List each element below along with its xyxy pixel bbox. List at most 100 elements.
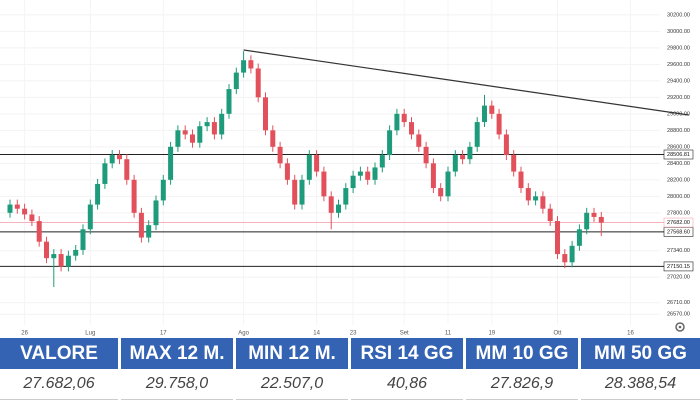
x-tick-label: Set: [400, 331, 409, 337]
candle-body: [51, 254, 57, 259]
y-tick-label: 29800.00: [667, 45, 690, 51]
candle-body: [117, 155, 122, 160]
x-tick-label: 14: [313, 331, 320, 337]
candle-body: [438, 188, 444, 197]
chart: 30200.00 30000.00 29800.00 29600.00 29400.00…: [0, 0, 694, 337]
stats-table: VALORE MAX 12 M. MIN 12 M. RSI 14 GG MM 10 G…: [0, 338, 700, 400]
y-tick-label: 27020.00: [667, 275, 690, 281]
candle-body: [511, 155, 517, 172]
table-header: RSI 14 GG: [351, 338, 463, 369]
candle-body: [525, 188, 531, 201]
candle-body: [219, 113, 225, 135]
last-price-label: 27682.00: [667, 220, 690, 226]
candle-body: [474, 122, 480, 147]
settings-icon[interactable]: [675, 322, 685, 332]
candle-body: [598, 216, 604, 223]
y-tick-label: 30200.00: [667, 12, 690, 18]
candle-body: [350, 175, 356, 189]
candle-body: [14, 204, 20, 209]
candle-body: [102, 163, 108, 184]
candle-body: [562, 254, 568, 263]
candle-body: [467, 146, 473, 160]
candle-body: [95, 183, 101, 205]
candle-body: [343, 188, 349, 205]
y-tick-label: 28400.00: [667, 161, 690, 167]
candle-body: [401, 113, 407, 123]
candle-body: [533, 196, 539, 201]
x-tick-label: 26: [21, 331, 28, 337]
table-value: 28.388,54: [581, 369, 700, 400]
x-tick-label: 16: [627, 331, 634, 337]
candle-body: [168, 146, 174, 180]
level-label: 27568.60: [667, 229, 690, 235]
candle-body: [452, 155, 458, 172]
candle-body: [153, 200, 159, 226]
y-tick-label: 29600.00: [667, 62, 690, 68]
candle-body: [540, 196, 546, 209]
table-value: 22.507,0: [236, 369, 348, 400]
x-tick-label: 23: [350, 331, 357, 337]
candle-body: [306, 155, 312, 180]
candle-body: [248, 60, 254, 69]
table-header: MIN 12 M.: [236, 338, 348, 369]
candle-body: [36, 221, 42, 242]
x-tick-label: 11: [445, 331, 452, 337]
candle-body: [416, 134, 422, 147]
candle-body: [460, 155, 466, 160]
table-header: VALORE: [0, 338, 118, 369]
candle-body: [263, 97, 268, 131]
candle-body: [496, 113, 502, 135]
candle-body: [124, 159, 130, 180]
candle-body: [197, 126, 203, 143]
candle-body: [226, 89, 232, 114]
table-header: MM 10 GG: [466, 338, 578, 369]
candle-body: [569, 245, 575, 263]
candle-body: [292, 179, 298, 205]
candle-body: [394, 113, 400, 131]
candle-body: [321, 171, 327, 197]
table-value: 27.682,06: [0, 369, 118, 400]
candle-body: [430, 163, 436, 189]
y-tick-label: 29400.00: [667, 78, 690, 84]
y-tick-label: 26570.00: [667, 312, 690, 318]
y-tick-label: 28000.00: [667, 194, 690, 200]
level-box: [663, 261, 694, 272]
candle-body: [357, 171, 363, 176]
candle-body: [555, 221, 560, 255]
candle-body: [591, 212, 597, 217]
candle-body: [131, 179, 137, 213]
y-tick-label: 27340.00: [667, 248, 690, 254]
candle-body: [409, 122, 414, 135]
x-tick-label: Lug: [85, 331, 95, 337]
x-tick-label: 19: [488, 331, 495, 337]
candle-body: [547, 208, 553, 222]
y-tick-label: 28800.00: [667, 128, 690, 134]
x-tick-label: Ott: [553, 331, 561, 337]
candle-body: [365, 171, 371, 180]
candle-body: [482, 105, 487, 123]
y-tick-label: 28600.00: [667, 144, 690, 150]
candle-body: [146, 225, 152, 238]
candle-body: [109, 155, 115, 164]
candle-body: [379, 155, 385, 168]
candle-body: [284, 163, 290, 180]
last-price-box: [663, 217, 694, 228]
candle-body: [190, 134, 195, 143]
candle-body: [58, 254, 64, 267]
y-tick-label: 27800.00: [667, 210, 690, 216]
candle-body: [175, 130, 181, 147]
candle-body: [182, 130, 188, 135]
candle-body: [503, 134, 509, 156]
y-tick-label: 30000.00: [667, 29, 690, 35]
candle-body: [241, 60, 247, 73]
level-box: [663, 149, 694, 160]
candle-body: [299, 179, 305, 205]
table-header: MAX 12 M.: [121, 338, 233, 369]
candle-body: [489, 105, 495, 114]
candle-body: [160, 179, 166, 201]
candle-body: [29, 214, 35, 222]
candle-body: [372, 167, 378, 180]
candle-body: [576, 229, 582, 246]
level-label: 28506.81: [667, 152, 690, 158]
